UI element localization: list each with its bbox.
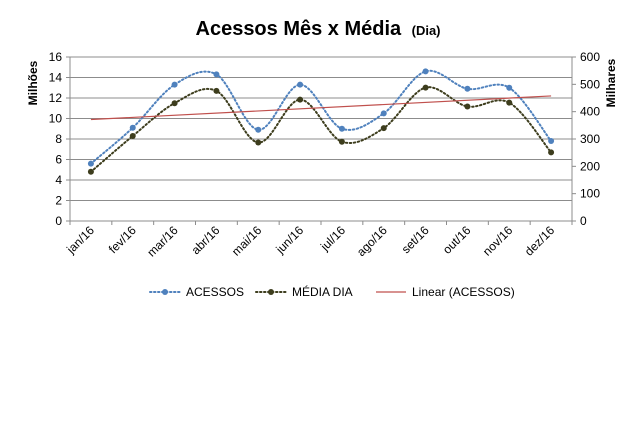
data-point-acessos [506, 84, 513, 91]
x-tick-label: jun/16 [272, 223, 306, 257]
x-tick-label: ago/16 [354, 223, 390, 259]
x-tick-label: jan/16 [63, 223, 97, 257]
y-right-tick-label: 400 [580, 105, 600, 119]
data-point-m-dia-dia [255, 139, 262, 146]
chart-title: Acessos Mês x Média (Dia) [196, 18, 441, 40]
data-point-m-dia-dia [380, 125, 387, 132]
y-right-axis-title: Milhares [604, 58, 618, 107]
y-right-tick-label: 500 [580, 77, 600, 91]
legend-label-m-dia-dia: MÉDIA DIA [292, 284, 353, 299]
data-point-m-dia-dia [506, 99, 513, 106]
x-tick-label: mar/16 [144, 223, 181, 260]
legend-marker-acessos [162, 289, 168, 295]
data-point-acessos [171, 81, 178, 88]
y-left-tick-label: 8 [55, 132, 62, 146]
y-right-tick-labels: 0 100 200 300 400 500 600 [580, 50, 600, 228]
x-tick-labels: jan/16 fev/16 mar/16 abr/16 mai/16 jun/16 jul/… [63, 223, 557, 260]
data-point-acessos [87, 160, 94, 167]
x-tick-label: nov/16 [480, 223, 516, 259]
y-left-tick-label: 12 [49, 91, 63, 105]
y-left-tick-label: 6 [55, 153, 62, 167]
chart-title-sub: (Dia) [412, 23, 441, 38]
y-right-tick-label: 300 [580, 132, 600, 146]
data-point-acessos [213, 71, 220, 78]
data-point-m-dia-dia [548, 149, 555, 156]
y-left-tick-label: 0 [55, 214, 62, 228]
y-left-tick-label: 4 [55, 173, 62, 187]
data-point-m-dia-dia [87, 168, 94, 175]
data-point-m-dia-dia [213, 87, 220, 94]
x-tick-label: out/16 [440, 223, 474, 257]
data-point-m-dia-dia [171, 100, 178, 107]
legend-label-linear-acessos: Linear (ACESSOS) [412, 285, 515, 299]
x-tick-label: fev/16 [106, 223, 139, 256]
y-right-tick-label: 0 [580, 214, 587, 228]
grid-lines [70, 56, 572, 201]
x-tick-label: jul/16 [317, 223, 348, 254]
legend-marker-m-dia-dia [268, 289, 274, 295]
data-point-acessos [129, 124, 136, 131]
data-point-m-dia-dia [129, 132, 136, 139]
data-point-acessos [338, 125, 345, 132]
y-left-axis-title: Milhões [26, 60, 40, 105]
data-point-m-dia-dia [297, 96, 304, 103]
data-point-m-dia-dia [464, 103, 471, 110]
data-point-acessos [548, 138, 555, 145]
data-point-acessos [297, 81, 304, 88]
y-right-tick-label: 200 [580, 159, 600, 173]
series-line-linear-acessos [90, 95, 552, 121]
axes [66, 56, 576, 225]
data-point-acessos [255, 126, 262, 133]
x-tick-label: dez/16 [522, 223, 558, 259]
x-tick-label: mai/16 [229, 223, 265, 259]
x-tick-label: set/16 [399, 223, 432, 256]
legend: ACESSOS MÉDIA DIA Linear (ACESSOS) [149, 284, 515, 299]
legend-label-acessos: ACESSOS [186, 285, 244, 299]
y-left-tick-label: 2 [55, 194, 62, 208]
y-left-tick-label: 14 [49, 71, 63, 85]
data-point-acessos [464, 85, 471, 92]
y-left-tick-label: 16 [49, 50, 63, 64]
y-right-tick-label: 100 [580, 187, 600, 201]
series-markers [87, 68, 555, 175]
series-lines [89, 69, 553, 173]
series-line-acessos [89, 69, 553, 165]
chart-title-main: Acessos Mês x Média [196, 18, 403, 40]
data-point-m-dia-dia [338, 138, 345, 145]
y-left-tick-label: 10 [49, 112, 63, 126]
y-right-tick-label: 600 [580, 50, 600, 64]
data-point-acessos [422, 68, 429, 75]
data-point-acessos [380, 110, 387, 117]
y-left-tick-labels: 0 2 4 6 8 10 12 14 16 [49, 50, 63, 228]
x-tick-label: abr/16 [189, 223, 223, 257]
data-point-m-dia-dia [422, 84, 429, 91]
